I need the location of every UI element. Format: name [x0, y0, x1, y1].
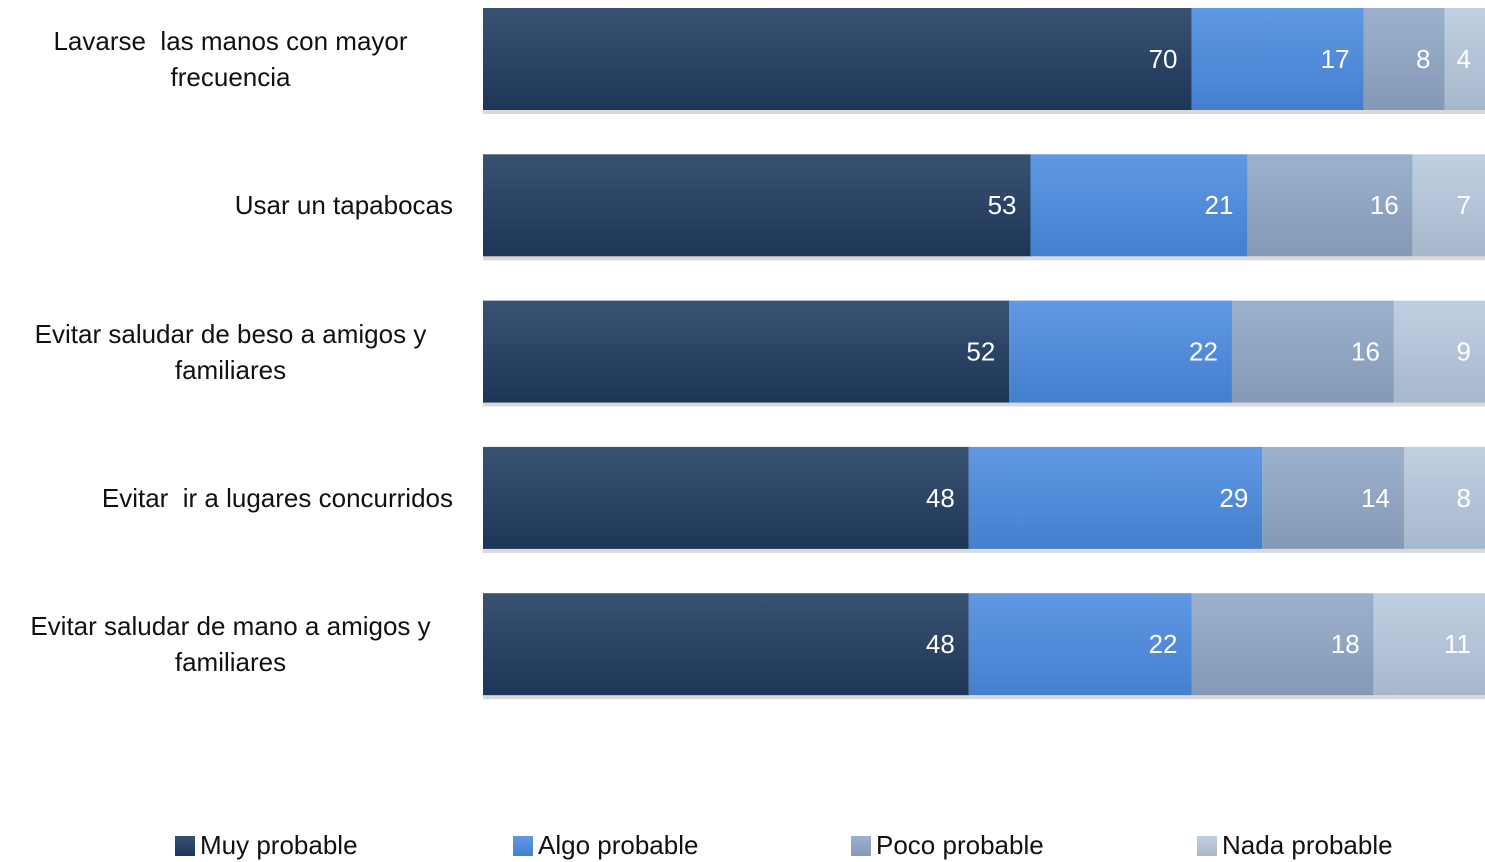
bar-segment	[1393, 300, 1485, 403]
bar-shadow	[483, 402, 1485, 407]
bar-segment	[1444, 8, 1485, 110]
value-label: 9	[1457, 336, 1471, 366]
value-label: 14	[1361, 483, 1390, 513]
category-label: Evitar saludar de mano a amigos y famili…	[30, 611, 438, 678]
category-label-box: Evitar ir a lugares concurridos	[3, 447, 453, 549]
value-label: 48	[926, 629, 955, 659]
bar-shadow	[483, 695, 1485, 700]
value-label: 53	[988, 190, 1017, 220]
legend-swatch	[513, 836, 533, 856]
bar-shadow	[483, 548, 1485, 553]
value-label: 16	[1370, 190, 1399, 220]
category-label-box: Lavarse las manos con mayor frecuencia	[3, 8, 453, 110]
category-label-box: Evitar saludar de beso a amigos y famili…	[3, 301, 453, 403]
legend-label: Nada probable	[1222, 830, 1393, 860]
value-label: 7	[1457, 190, 1471, 220]
value-label: 11	[1444, 629, 1471, 659]
value-label: 70	[1149, 44, 1178, 74]
bar-segment	[968, 593, 1192, 696]
bar-segment	[1191, 8, 1364, 110]
bar-segment	[1030, 154, 1248, 257]
bar-segment	[1373, 593, 1485, 696]
bar-segment	[1231, 300, 1394, 403]
value-label: 18	[1331, 629, 1360, 659]
value-label: 22	[1149, 629, 1178, 659]
legend-label: Algo probable	[538, 830, 698, 860]
bar-shadow	[483, 110, 1485, 114]
category-label: Evitar saludar de beso a amigos y famili…	[34, 318, 434, 385]
category-label: Lavarse las manos con mayor frecuencia	[53, 26, 415, 92]
legend-label: Muy probable	[200, 830, 358, 860]
value-label: 21	[1204, 190, 1233, 220]
value-label: 52	[966, 336, 995, 366]
bar-segment	[483, 8, 1192, 110]
bar-segment	[483, 300, 1010, 403]
bar-segment	[1191, 593, 1374, 696]
bar-segment	[1404, 446, 1485, 549]
bar-segment	[1262, 446, 1405, 549]
bar-segment	[483, 154, 1031, 257]
category-label: Usar un tapabocas	[234, 190, 453, 221]
value-label: 17	[1321, 44, 1350, 74]
category-label: Evitar ir a lugares concurridos	[101, 482, 453, 513]
legend-swatch	[175, 836, 195, 856]
bar-segment	[1363, 8, 1445, 110]
bar-segment	[968, 446, 1263, 549]
value-label: 8	[1416, 44, 1430, 74]
value-label: 48	[926, 483, 955, 513]
legend-swatch	[851, 836, 871, 856]
bar-segment	[483, 446, 969, 549]
bar-shadow	[483, 256, 1485, 261]
category-label-box: Usar un tapabocas	[3, 154, 453, 256]
value-label: 22	[1189, 336, 1218, 366]
value-label: 16	[1351, 336, 1380, 366]
value-label: 4	[1457, 44, 1471, 74]
bar-segment	[1247, 154, 1413, 257]
bar-segment	[1009, 300, 1232, 403]
value-label: 8	[1457, 483, 1471, 513]
bar-segment	[1412, 154, 1485, 257]
legend-label: Poco probable	[876, 830, 1044, 860]
category-label-box: Evitar saludar de mano a amigos y famili…	[3, 593, 453, 695]
bar-segment	[483, 593, 969, 696]
legend-swatch	[1197, 836, 1217, 856]
value-label: 29	[1219, 483, 1248, 513]
